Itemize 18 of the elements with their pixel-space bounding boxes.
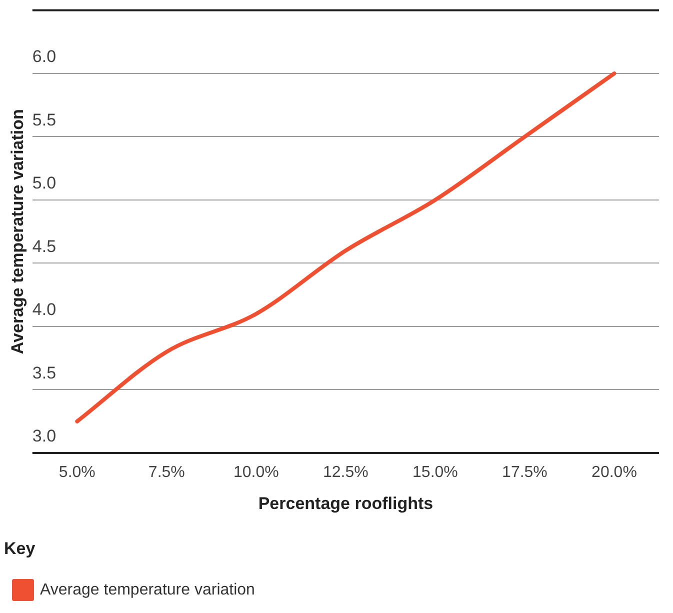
x-axis-title: Percentage rooflights (258, 494, 434, 514)
y-tick-label: 5.5 (32, 110, 56, 130)
y-tick-label: 4.0 (32, 300, 56, 320)
x-tick-label: 7.5% (148, 464, 185, 482)
x-tick-label: 12.5% (323, 464, 368, 482)
legend-label: Average temperature variation (40, 581, 255, 598)
x-tick-label: 10.0% (234, 464, 279, 482)
y-tick-label: 6.0 (32, 47, 56, 66)
y-tick-label: 5.0 (32, 174, 56, 193)
x-tick-label: 17.5% (502, 464, 548, 482)
y-tick-label: 3.0 (32, 426, 56, 446)
x-tick-label: 20.0% (592, 464, 637, 482)
x-tick-label: 15.0% (412, 464, 458, 482)
y-tick-label: 3.5 (32, 363, 56, 382)
x-tick-label: 5.0% (58, 464, 96, 482)
y-tick-label: 4.5 (32, 236, 56, 256)
y-axis-title: Average temperature variation (8, 109, 27, 354)
legend-title: Key (4, 538, 36, 558)
